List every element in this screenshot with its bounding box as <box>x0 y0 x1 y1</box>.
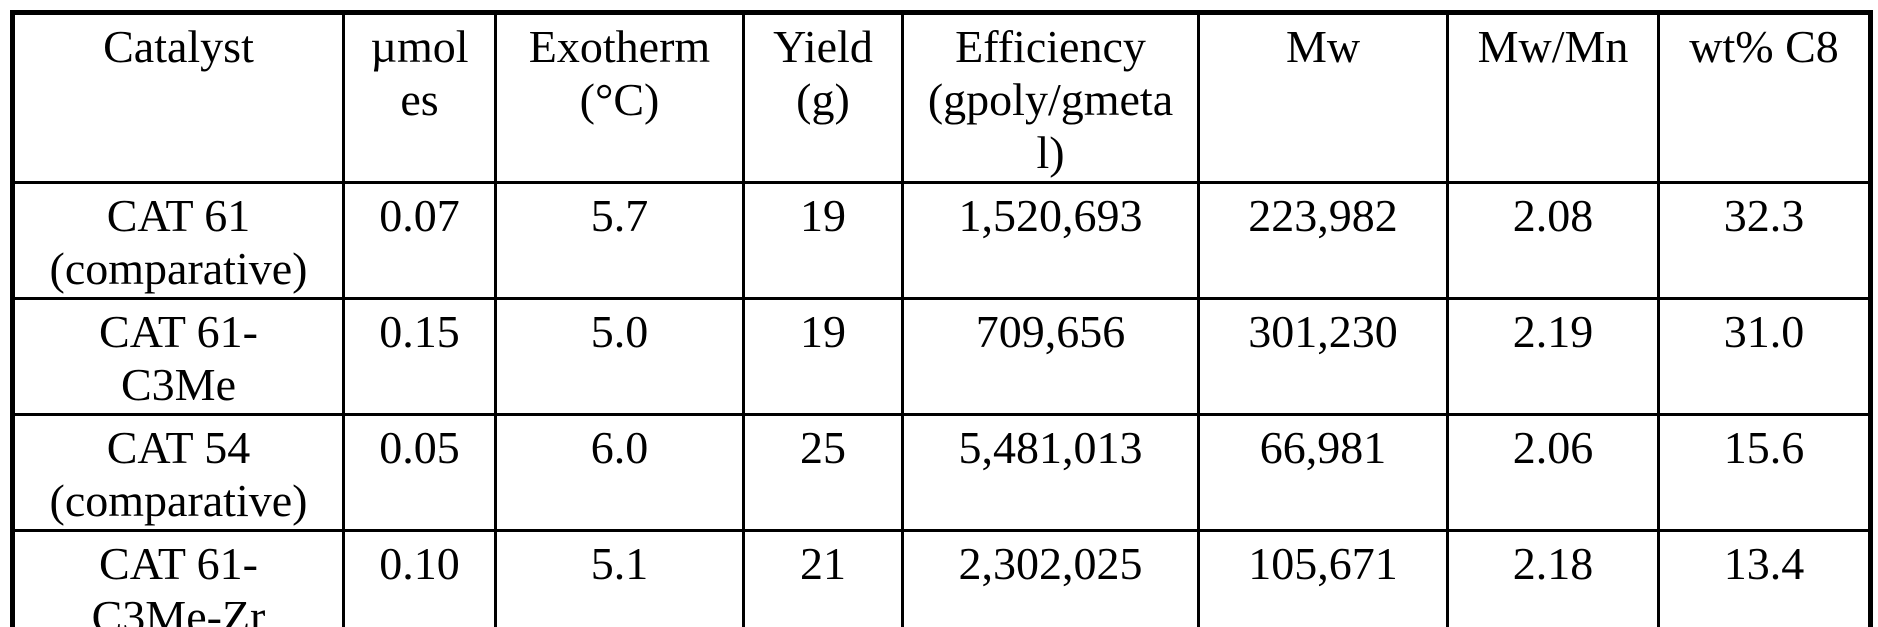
cell-mw: 105,671 <box>1197 529 1449 627</box>
header-label: wt% C8 <box>1689 21 1839 72</box>
catalyst-name: CAT 54 <box>106 422 251 473</box>
column-header-catalyst: Catalyst <box>11 11 345 184</box>
cell-efficiency: 1,520,693 <box>901 181 1200 300</box>
table-header-row: Catalyst µmol es Exotherm (°C) Yield (g)… <box>11 11 1872 184</box>
cell-value: 709,656 <box>975 306 1126 357</box>
column-header-exotherm: Exotherm (°C) <box>494 11 745 184</box>
cell-exotherm: 5.0 <box>494 297 745 416</box>
table-row: CAT 61- C3Me 0.15 5.0 19 709,656 301,230… <box>11 297 1872 416</box>
header-label: Yield <box>773 21 873 72</box>
column-header-mw: Mw <box>1197 11 1449 184</box>
cell-catalyst: CAT 54 (comparative) <box>11 413 345 532</box>
header-label: Efficiency <box>955 21 1146 72</box>
cell-value: 301,230 <box>1248 306 1398 357</box>
cell-value: 21 <box>800 538 846 589</box>
column-header-efficiency: Efficiency (gpoly/gmeta l) <box>901 11 1200 184</box>
header-label: µmol <box>370 21 469 72</box>
catalyst-name: (comparative) <box>49 475 308 526</box>
header-label: Catalyst <box>103 21 254 72</box>
cell-exotherm: 5.1 <box>494 529 745 627</box>
cell-wt-c8: 32.3 <box>1657 181 1872 300</box>
cell-mw-mn: 2.19 <box>1446 297 1660 416</box>
cell-value: 25 <box>800 422 846 473</box>
cell-exotherm: 5.7 <box>494 181 745 300</box>
cell-value: 1,520,693 <box>958 190 1143 241</box>
table-row: CAT 61 (comparative) 0.07 5.7 19 1,520,6… <box>11 181 1872 300</box>
header-label: l) <box>1036 127 1065 178</box>
cell-umoles: 0.15 <box>342 297 497 416</box>
cell-value: 2.18 <box>1512 538 1594 589</box>
catalyst-name: CAT 61- <box>99 538 258 589</box>
cell-yield: 19 <box>742 297 904 416</box>
cell-efficiency: 2,302,025 <box>901 529 1200 627</box>
column-header-umoles: µmol es <box>342 11 497 184</box>
header-label: Mw <box>1285 21 1361 72</box>
cell-value: 223,982 <box>1248 190 1398 241</box>
cell-value: 5.0 <box>590 306 649 357</box>
cell-value: 13.4 <box>1723 538 1805 589</box>
header-label: (°C) <box>579 74 660 125</box>
table-row: CAT 54 (comparative) 0.05 6.0 25 5,481,0… <box>11 413 1872 532</box>
cell-value: 2.06 <box>1512 422 1594 473</box>
catalyst-name: C3Me <box>121 359 236 410</box>
cell-value: 105,671 <box>1248 538 1398 589</box>
cell-value: 5.1 <box>590 538 649 589</box>
cell-value: 31.0 <box>1723 306 1805 357</box>
cell-value: 2,302,025 <box>958 538 1143 589</box>
cell-value: 15.6 <box>1723 422 1805 473</box>
cell-mw: 223,982 <box>1197 181 1449 300</box>
cell-efficiency: 5,481,013 <box>901 413 1200 532</box>
cell-value: 2.08 <box>1512 190 1594 241</box>
cell-mw-mn: 2.06 <box>1446 413 1660 532</box>
cell-efficiency: 709,656 <box>901 297 1200 416</box>
cell-mw: 301,230 <box>1197 297 1449 416</box>
catalyst-name: (comparative) <box>49 243 308 294</box>
header-label: (gpoly/gmeta <box>927 74 1174 125</box>
cell-catalyst: CAT 61 (comparative) <box>11 181 345 300</box>
cell-yield: 25 <box>742 413 904 532</box>
cell-umoles: 0.07 <box>342 181 497 300</box>
column-header-mw-mn: Mw/Mn <box>1446 11 1660 184</box>
catalyst-name: CAT 61 <box>106 190 251 241</box>
cell-umoles: 0.05 <box>342 413 497 532</box>
cell-value: 66,981 <box>1259 422 1387 473</box>
cell-yield: 19 <box>742 181 904 300</box>
header-label: es <box>400 74 439 125</box>
cell-value: 0.10 <box>379 538 460 589</box>
cell-value: 6.0 <box>590 422 649 473</box>
cell-umoles: 0.10 <box>342 529 497 627</box>
header-label: Mw/Mn <box>1477 21 1629 72</box>
catalyst-name: C3Me-Zr <box>91 591 266 627</box>
cell-value: 0.07 <box>379 190 460 241</box>
cell-value: 5.7 <box>590 190 649 241</box>
cell-value: 19 <box>800 190 846 241</box>
cell-mw: 66,981 <box>1197 413 1449 532</box>
column-header-wt-c8: wt% C8 <box>1657 11 1872 184</box>
cell-mw-mn: 2.18 <box>1446 529 1660 627</box>
cell-value: 0.05 <box>379 422 460 473</box>
column-header-yield: Yield (g) <box>742 11 904 184</box>
catalyst-results-table: Catalyst µmol es Exotherm (°C) Yield (g)… <box>10 10 1873 627</box>
cell-value: 5,481,013 <box>958 422 1143 473</box>
cell-value: 19 <box>800 306 846 357</box>
catalyst-name: CAT 61- <box>99 306 258 357</box>
cell-value: 2.19 <box>1512 306 1594 357</box>
cell-wt-c8: 15.6 <box>1657 413 1872 532</box>
cell-value: 32.3 <box>1723 190 1805 241</box>
cell-exotherm: 6.0 <box>494 413 745 532</box>
cell-wt-c8: 13.4 <box>1657 529 1872 627</box>
cell-catalyst: CAT 61- C3Me <box>11 297 345 416</box>
cell-catalyst: CAT 61- C3Me-Zr <box>11 529 345 627</box>
header-label: Exotherm <box>528 21 711 72</box>
table-row: CAT 61- C3Me-Zr 0.10 5.1 21 2,302,025 10… <box>11 529 1872 627</box>
cell-wt-c8: 31.0 <box>1657 297 1872 416</box>
header-label: (g) <box>796 74 850 125</box>
cell-mw-mn: 2.08 <box>1446 181 1660 300</box>
cell-value: 0.15 <box>379 306 460 357</box>
cell-yield: 21 <box>742 529 904 627</box>
